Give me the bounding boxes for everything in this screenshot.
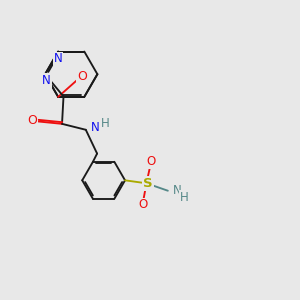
Text: N: N	[54, 52, 62, 65]
Text: N: N	[91, 121, 100, 134]
Text: H: H	[101, 117, 110, 130]
Text: O: O	[146, 155, 155, 168]
Text: H: H	[180, 191, 188, 204]
Text: N: N	[173, 184, 182, 196]
Text: O: O	[138, 199, 148, 212]
Text: O: O	[77, 70, 87, 83]
Text: S: S	[143, 177, 153, 190]
Text: O: O	[27, 114, 37, 128]
Text: N: N	[42, 74, 51, 87]
